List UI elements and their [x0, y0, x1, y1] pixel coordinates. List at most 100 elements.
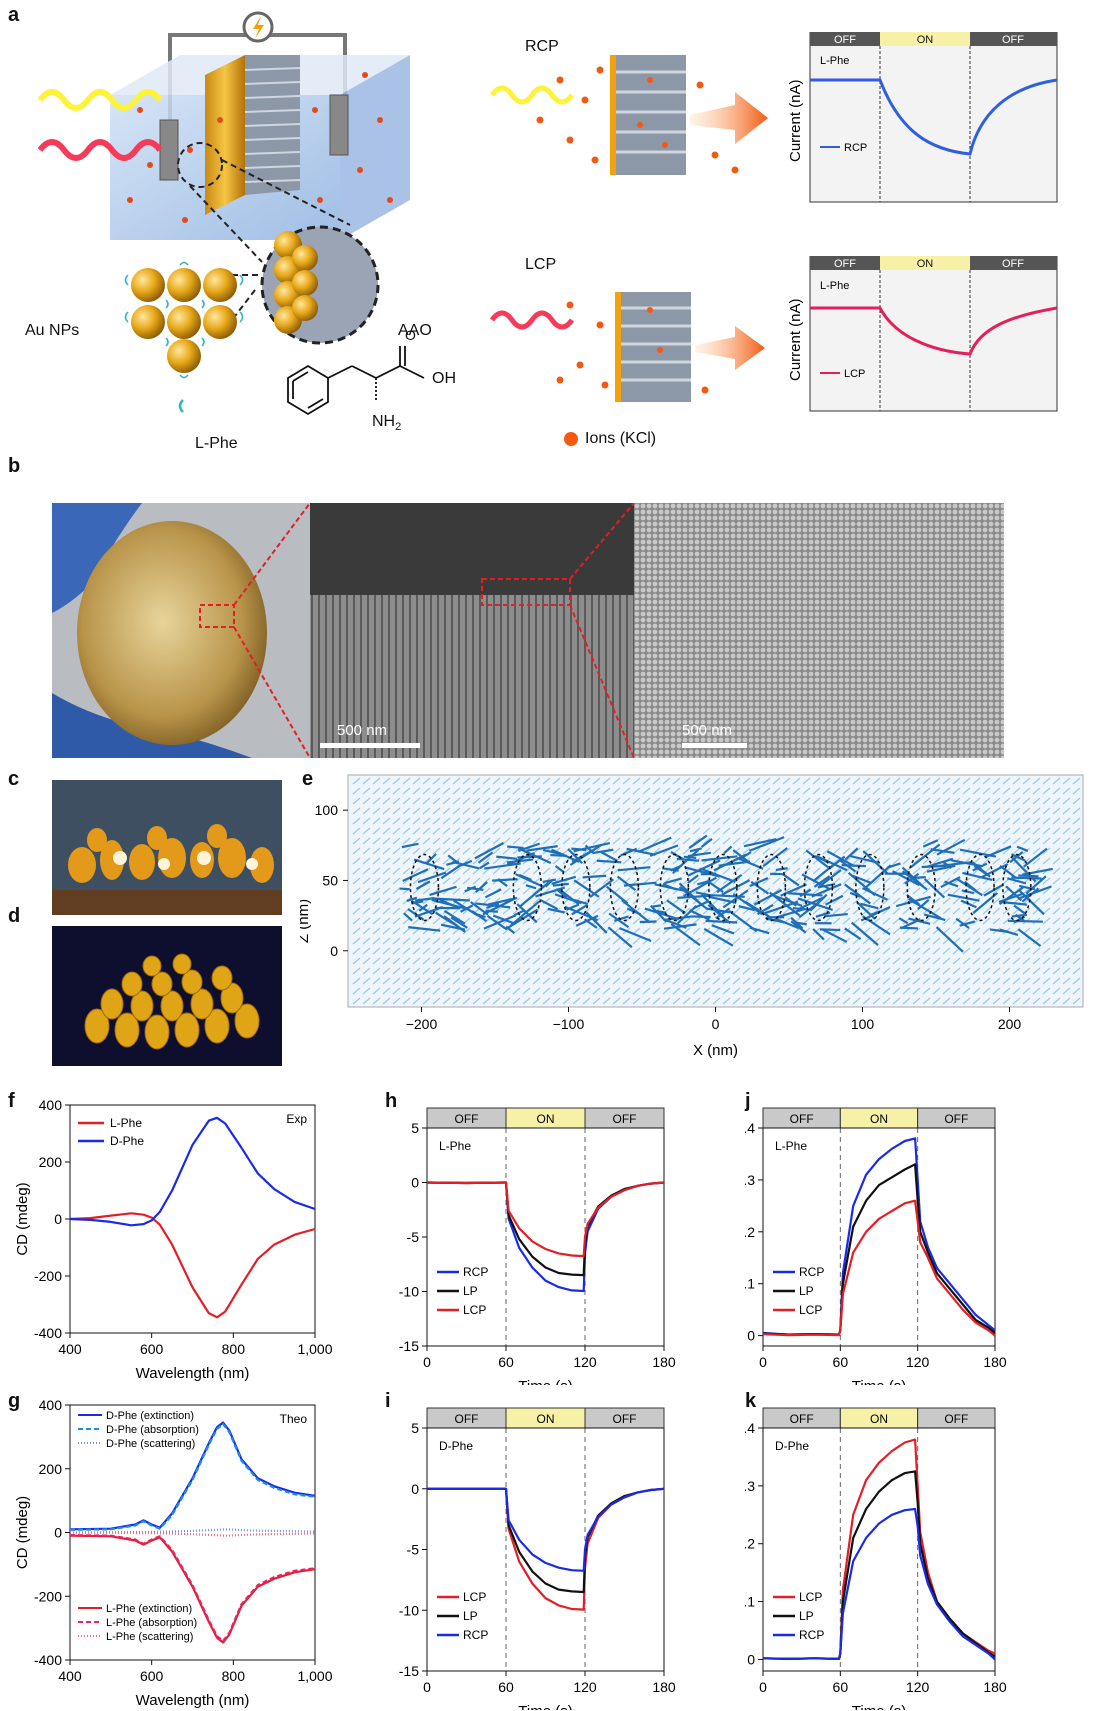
field-arrow — [572, 797, 581, 805]
field-arrow — [632, 997, 641, 1005]
field-arrow — [492, 947, 501, 955]
field-arrow — [912, 837, 921, 845]
field-arrow — [752, 827, 761, 835]
gold-disc — [77, 521, 267, 745]
field-arrow — [872, 897, 881, 905]
field-arrow — [532, 787, 541, 795]
y-tick-label: 0.3 — [745, 1172, 755, 1188]
field-arrow-strong — [998, 892, 1024, 903]
field-arrow — [1032, 797, 1041, 805]
field-arrow — [392, 827, 401, 835]
field-arrow — [862, 807, 871, 815]
field-arrow — [402, 977, 411, 985]
field-arrow — [382, 987, 391, 995]
field-arrow — [472, 937, 481, 945]
field-arrow — [1072, 947, 1081, 955]
field-arrow-strong — [721, 879, 751, 896]
model-image-d — [52, 926, 282, 1066]
field-arrow — [832, 857, 841, 865]
field-arrow — [632, 817, 641, 825]
field-arrow — [882, 957, 891, 965]
field-arrow — [602, 957, 611, 965]
field-arrow — [712, 947, 721, 955]
field-arrow — [452, 847, 461, 855]
field-arrow — [692, 937, 701, 945]
field-arrow-strong — [723, 845, 733, 855]
annotation: Theo — [280, 1412, 308, 1426]
field-arrow — [852, 777, 861, 785]
field-arrow — [962, 817, 971, 825]
field-arrow — [472, 797, 481, 805]
x-tick-label: 120 — [573, 1354, 597, 1370]
field-arrow — [942, 827, 951, 835]
field-arrow — [1002, 907, 1011, 915]
field-arrow — [602, 817, 611, 825]
field-arrow — [422, 987, 431, 995]
field-arrow — [382, 777, 391, 785]
field-arrow — [872, 877, 881, 885]
field-arrow — [582, 927, 591, 935]
field-arrow — [372, 977, 381, 985]
field-arrow — [632, 877, 641, 885]
field-arrow — [832, 887, 841, 895]
field-arrow — [952, 997, 961, 1005]
field-arrow — [602, 837, 611, 845]
field-arrow — [562, 787, 571, 795]
field-arrow — [792, 867, 801, 875]
legend-label-3: L-Phe (extinction) — [106, 1603, 192, 1615]
field-arrow — [1052, 887, 1061, 895]
field-arrow-strong — [1007, 877, 1027, 885]
field-arrow — [872, 787, 881, 795]
field-arrow — [1062, 807, 1071, 815]
field-arrow — [612, 947, 621, 955]
field-arrow — [1042, 847, 1051, 855]
x-tick-label: 400 — [58, 1668, 82, 1684]
field-arrow — [612, 987, 621, 995]
field-arrow — [642, 897, 651, 905]
field-arrow — [982, 777, 991, 785]
field-arrow — [622, 777, 631, 785]
field-arrow — [922, 927, 931, 935]
field-arrow — [842, 837, 851, 845]
plot-frame — [762, 1127, 996, 1347]
field-arrow — [422, 887, 431, 895]
field-arrow — [582, 837, 591, 845]
field-arrow — [712, 967, 721, 975]
field-arrow — [852, 997, 861, 1005]
field-arrow — [1022, 857, 1031, 865]
field-arrow — [622, 957, 631, 965]
field-arrow — [872, 957, 881, 965]
field-arrow — [982, 797, 991, 805]
field-arrow — [932, 797, 941, 805]
field-arrow-strong — [676, 904, 698, 925]
field-arrow — [492, 797, 501, 805]
phenylalanine-structure — [287, 346, 425, 416]
field-arrow — [982, 987, 991, 995]
field-arrow-strong — [516, 903, 538, 924]
field-arrow — [602, 807, 611, 815]
field-arrow — [822, 807, 831, 815]
field-arrow-strong — [571, 904, 588, 916]
field-arrow — [942, 947, 951, 955]
field-arrow — [392, 947, 401, 955]
field-arrow — [692, 927, 701, 935]
field-arrow — [362, 997, 371, 1005]
field-arrow — [862, 947, 871, 955]
ion-flow-arrow-rcp — [690, 92, 768, 144]
rcp-light-wave — [489, 85, 575, 105]
field-arrow — [682, 997, 691, 1005]
field-arrow — [1062, 967, 1071, 975]
field-arrow — [962, 987, 971, 995]
o-atom-label: O — [405, 327, 416, 343]
panel-label-g: g — [8, 1390, 21, 1412]
field-arrow — [982, 937, 991, 945]
field-arrow — [642, 797, 651, 805]
field-arrow-strong — [601, 851, 618, 862]
field-arrow — [572, 987, 581, 995]
nh2-label: NH2 — [372, 413, 402, 434]
field-arrow — [362, 947, 371, 955]
field-arrow — [852, 787, 861, 795]
field-arrow-strong — [662, 918, 687, 929]
field-arrow-strong — [440, 923, 466, 931]
